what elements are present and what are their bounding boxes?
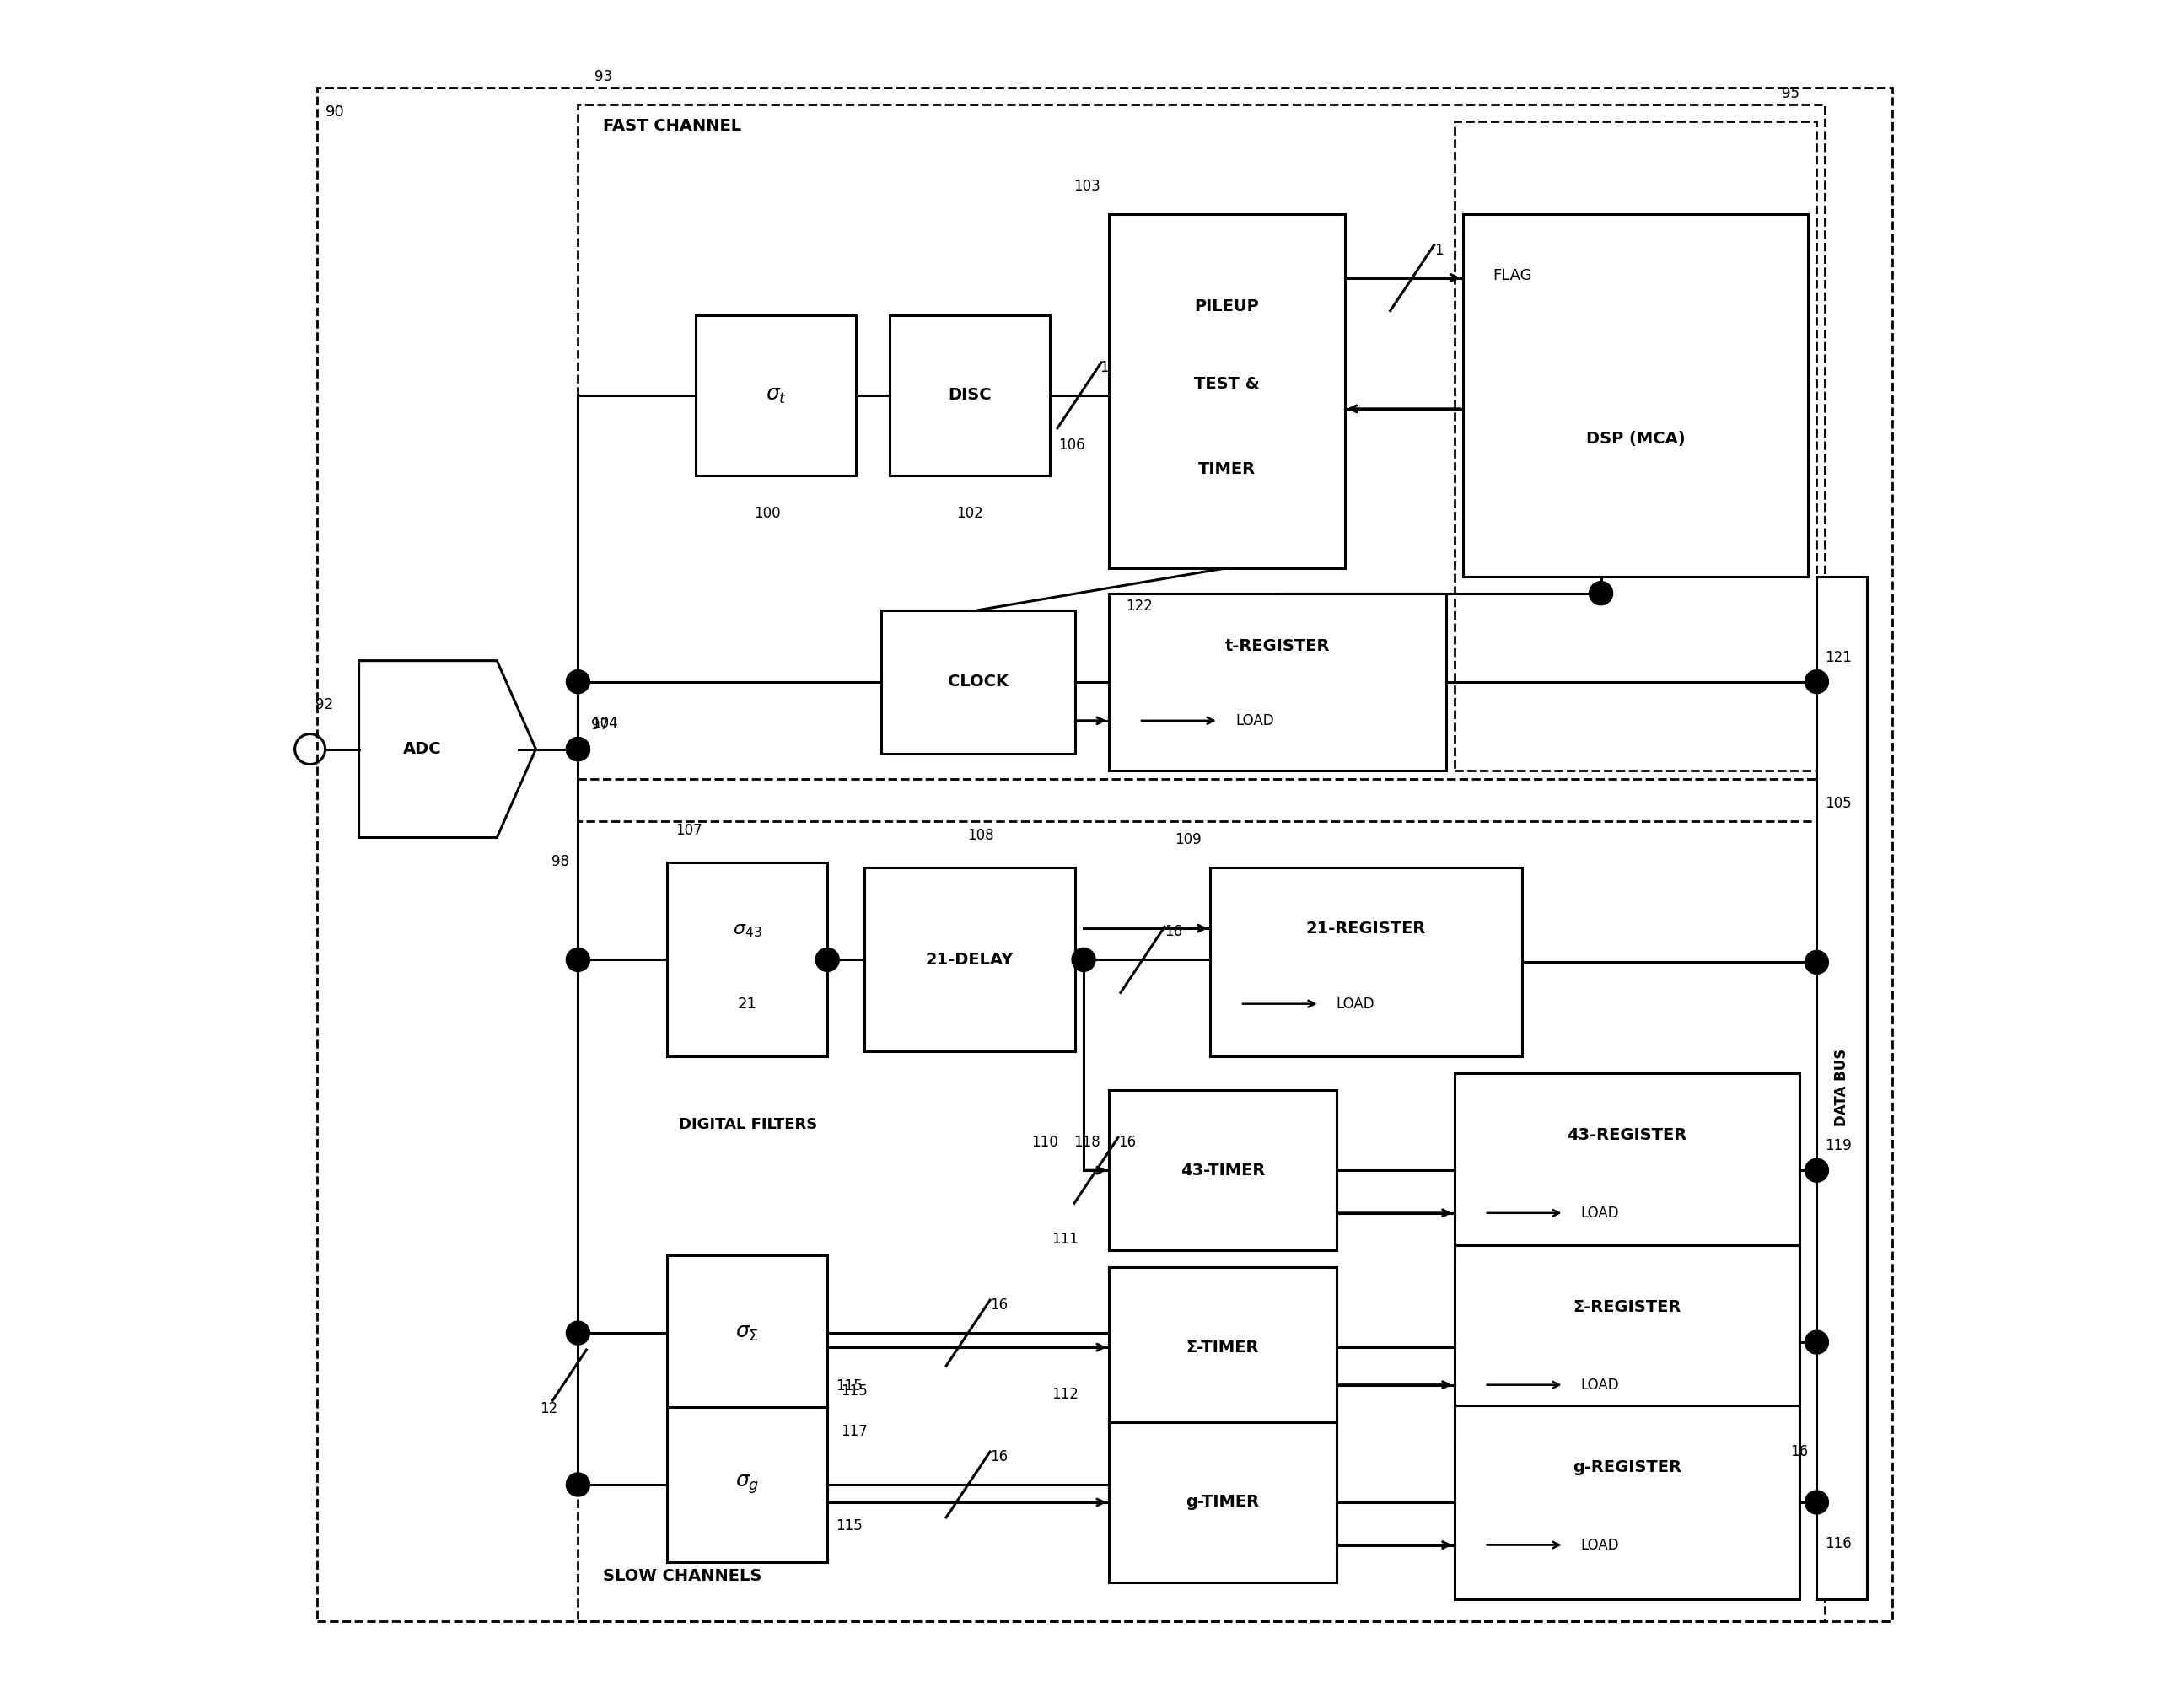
Text: $\sigma_g$: $\sigma_g$ bbox=[736, 1474, 760, 1496]
Text: 93: 93 bbox=[594, 69, 614, 85]
Circle shape bbox=[1804, 1491, 1828, 1514]
Text: FLAG: FLAG bbox=[1494, 267, 1533, 283]
Text: 21-REGISTER: 21-REGISTER bbox=[1306, 920, 1426, 936]
Text: LOAD: LOAD bbox=[1236, 712, 1273, 728]
Text: LOAD: LOAD bbox=[1581, 1377, 1618, 1393]
Text: $\sigma_{43}$: $\sigma_{43}$ bbox=[734, 922, 762, 939]
Text: 115: 115 bbox=[836, 1379, 863, 1394]
Circle shape bbox=[566, 670, 590, 694]
Circle shape bbox=[566, 948, 590, 971]
FancyBboxPatch shape bbox=[889, 315, 1051, 475]
Text: 106: 106 bbox=[1059, 438, 1085, 452]
FancyBboxPatch shape bbox=[1455, 1245, 1800, 1440]
Text: ADC: ADC bbox=[404, 741, 441, 756]
FancyBboxPatch shape bbox=[668, 1255, 828, 1411]
Text: 108: 108 bbox=[968, 827, 994, 843]
Circle shape bbox=[566, 1472, 590, 1496]
Text: 119: 119 bbox=[1826, 1139, 1852, 1154]
Text: 115: 115 bbox=[841, 1384, 867, 1399]
Text: 104: 104 bbox=[592, 716, 618, 731]
Circle shape bbox=[1072, 948, 1096, 971]
Text: 1: 1 bbox=[1435, 242, 1444, 257]
Text: 121: 121 bbox=[1826, 650, 1852, 665]
Text: 100: 100 bbox=[753, 506, 782, 521]
Text: 117: 117 bbox=[841, 1425, 867, 1440]
FancyBboxPatch shape bbox=[865, 868, 1075, 1051]
FancyBboxPatch shape bbox=[1109, 1090, 1337, 1250]
Text: t-REGISTER: t-REGISTER bbox=[1225, 638, 1330, 655]
FancyBboxPatch shape bbox=[1109, 1267, 1337, 1428]
Circle shape bbox=[566, 738, 590, 761]
Text: LOAD: LOAD bbox=[1337, 997, 1376, 1012]
Circle shape bbox=[1590, 582, 1612, 606]
Text: 95: 95 bbox=[1782, 86, 1800, 102]
Circle shape bbox=[815, 948, 839, 971]
Text: 103: 103 bbox=[1075, 179, 1101, 195]
Circle shape bbox=[566, 738, 590, 761]
Text: g-TIMER: g-TIMER bbox=[1186, 1494, 1260, 1511]
Text: 111: 111 bbox=[1053, 1232, 1079, 1247]
Text: 16: 16 bbox=[1164, 924, 1182, 939]
Text: 110: 110 bbox=[1031, 1135, 1059, 1151]
Text: 12: 12 bbox=[539, 1401, 557, 1416]
Text: PILEUP: PILEUP bbox=[1195, 298, 1260, 315]
Text: 90: 90 bbox=[325, 105, 345, 120]
Text: Σ-REGISTER: Σ-REGISTER bbox=[1572, 1299, 1682, 1315]
FancyBboxPatch shape bbox=[1109, 215, 1345, 569]
Text: 16: 16 bbox=[989, 1298, 1007, 1313]
Text: DISC: DISC bbox=[948, 387, 992, 403]
Circle shape bbox=[566, 1321, 590, 1345]
Text: g-REGISTER: g-REGISTER bbox=[1572, 1460, 1682, 1475]
FancyBboxPatch shape bbox=[1109, 1423, 1337, 1582]
Text: 97: 97 bbox=[592, 717, 609, 733]
Text: DSP (MCA): DSP (MCA) bbox=[1586, 431, 1686, 447]
Circle shape bbox=[1804, 1330, 1828, 1354]
Text: $\sigma_{\Sigma}$: $\sigma_{\Sigma}$ bbox=[736, 1323, 760, 1343]
Text: 16: 16 bbox=[1118, 1135, 1136, 1151]
Text: 107: 107 bbox=[675, 822, 703, 838]
Text: 122: 122 bbox=[1125, 599, 1153, 614]
Text: DIGITAL FILTERS: DIGITAL FILTERS bbox=[679, 1117, 817, 1132]
Text: 43-REGISTER: 43-REGISTER bbox=[1568, 1127, 1686, 1144]
Text: 116: 116 bbox=[1826, 1536, 1852, 1552]
Text: TEST &: TEST & bbox=[1195, 376, 1260, 393]
Text: 16: 16 bbox=[989, 1450, 1007, 1464]
FancyBboxPatch shape bbox=[1455, 1406, 1800, 1599]
Text: 102: 102 bbox=[957, 506, 983, 521]
Polygon shape bbox=[358, 660, 535, 838]
Text: FAST CHANNEL: FAST CHANNEL bbox=[603, 118, 743, 134]
Text: 115: 115 bbox=[836, 1518, 863, 1533]
Text: 1: 1 bbox=[1099, 360, 1109, 376]
Text: 109: 109 bbox=[1175, 832, 1201, 848]
Text: 21-DELAY: 21-DELAY bbox=[926, 951, 1013, 968]
Text: TIMER: TIMER bbox=[1199, 460, 1256, 477]
Text: 98: 98 bbox=[553, 854, 570, 870]
FancyBboxPatch shape bbox=[1455, 1073, 1800, 1267]
FancyBboxPatch shape bbox=[1210, 868, 1522, 1056]
FancyBboxPatch shape bbox=[1463, 215, 1808, 577]
FancyBboxPatch shape bbox=[697, 315, 856, 475]
FancyBboxPatch shape bbox=[1109, 594, 1446, 770]
FancyBboxPatch shape bbox=[668, 863, 828, 1056]
Text: 92: 92 bbox=[317, 697, 334, 712]
Text: $\sigma_t$: $\sigma_t$ bbox=[764, 386, 786, 406]
FancyBboxPatch shape bbox=[882, 611, 1075, 753]
Text: 21: 21 bbox=[738, 997, 758, 1012]
Text: CLOCK: CLOCK bbox=[948, 673, 1009, 690]
Text: LOAD: LOAD bbox=[1581, 1205, 1618, 1220]
Circle shape bbox=[1804, 670, 1828, 694]
FancyBboxPatch shape bbox=[1817, 577, 1867, 1599]
Text: DATA BUS: DATA BUS bbox=[1835, 1049, 1850, 1127]
Text: Σ-TIMER: Σ-TIMER bbox=[1186, 1340, 1260, 1355]
Text: 16: 16 bbox=[1791, 1445, 1808, 1459]
Circle shape bbox=[1804, 951, 1828, 975]
Text: 43-TIMER: 43-TIMER bbox=[1179, 1162, 1265, 1178]
Text: 112: 112 bbox=[1053, 1387, 1079, 1403]
Text: SLOW CHANNELS: SLOW CHANNELS bbox=[603, 1568, 762, 1584]
Text: LOAD: LOAD bbox=[1581, 1538, 1618, 1553]
Text: 118: 118 bbox=[1075, 1135, 1101, 1151]
Text: 105: 105 bbox=[1826, 795, 1852, 810]
Circle shape bbox=[1804, 1159, 1828, 1183]
FancyBboxPatch shape bbox=[668, 1408, 828, 1562]
